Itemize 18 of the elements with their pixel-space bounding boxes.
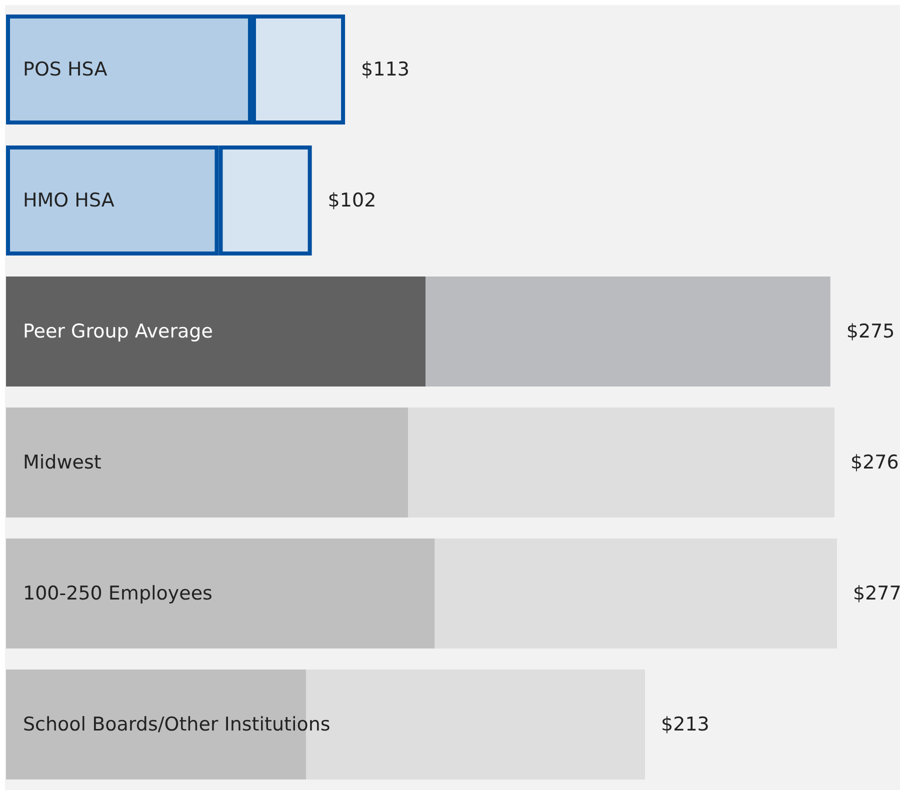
y-tick-label: Peer Group Average [23,320,213,342]
y-tick-label: School Boards/Other Institutions [23,714,330,736]
bar [408,407,835,518]
y-tick-label: HMO HSA [23,190,114,212]
annotation: $213 [661,714,710,736]
annotation: $102 [328,190,376,212]
bar [6,407,408,518]
annotation: $113 [361,58,410,80]
bar [6,538,435,649]
annotation: $275 [846,320,895,342]
bar [426,276,830,387]
y-tick-label: Midwest [23,452,102,474]
annotation: $277 [853,582,900,604]
y-tick-label: POS HSA [23,58,108,80]
annotation: $276 [850,452,899,474]
bar [434,538,837,649]
y-tick-label: 100-250 Employees [23,582,212,604]
bar [6,276,426,387]
